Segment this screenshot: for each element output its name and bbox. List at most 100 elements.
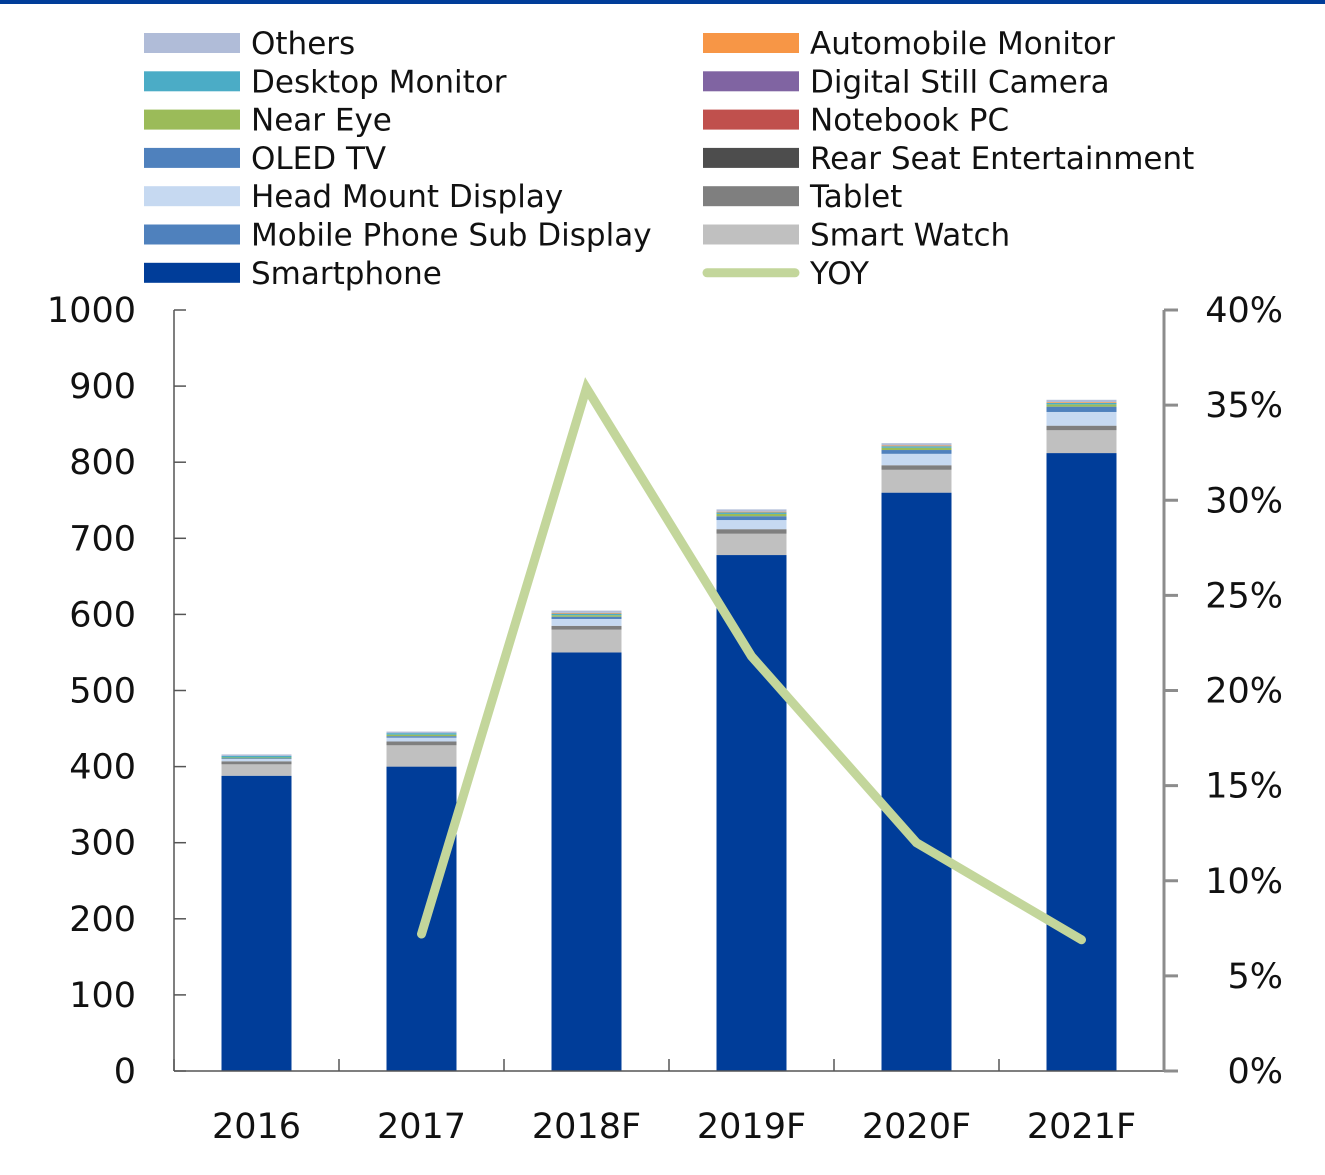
x-tick-label: 2018F (532, 1107, 641, 1147)
right-tick-label: 0% (1227, 1052, 1283, 1092)
bar-desktop-monitor-2016 (221, 755, 292, 758)
bar-oled-tv-2017 (386, 736, 457, 738)
legend-swatch-mobile-phone-sub-display (144, 224, 240, 245)
bar-oled-tv-2020f (881, 450, 952, 454)
bar-head-mount-display-2020f (881, 453, 952, 466)
bar-others-2020f (881, 443, 952, 446)
legend-label-tablet: Tablet (809, 179, 902, 215)
bar-smartphone-2021f (1046, 453, 1117, 1071)
yoy-line (417, 377, 1086, 945)
left-tick-label: 1000 (47, 291, 136, 331)
bar-oled-tv-2018f (551, 616, 622, 619)
bar-smart-watch-2019f (716, 533, 787, 556)
bar-automobile-monitor-2019f (716, 511, 787, 513)
bar-others-2017 (386, 731, 457, 734)
bar-oled-tv-2021f (1046, 406, 1117, 412)
left-tick-label: 0 (114, 1052, 136, 1092)
left-tick-label: 700 (69, 519, 136, 559)
legend-swatch-digital-still-camera (703, 71, 799, 92)
bar-smart-watch-2016 (221, 764, 292, 776)
bar-head-mount-display-2017 (386, 737, 457, 742)
legend-label-automobile-monitor: Automobile Monitor (810, 26, 1115, 62)
bar-smart-watch-2021f (1046, 430, 1117, 454)
bar-near-eye-2017 (386, 734, 457, 737)
top-rule (0, 0, 1325, 4)
bar-tablet-2021f (1046, 425, 1117, 431)
bar-head-mount-display-2018f (551, 618, 622, 626)
x-tick-label: 2021F (1027, 1107, 1136, 1147)
bar-tablet-2017 (386, 741, 457, 746)
right-tick-label: 15% (1205, 767, 1283, 807)
right-tick-label: 35% (1205, 386, 1283, 426)
legend-swatch-near-eye (144, 109, 240, 130)
bar-tablet-2020f (881, 465, 952, 470)
bar-automobile-monitor-2021f (1046, 402, 1117, 403)
left-tick-label: 900 (69, 367, 136, 407)
yoy-line-group (417, 377, 1086, 945)
bar-smart-watch-2018f (551, 629, 622, 653)
legend-swatch-others (144, 33, 240, 53)
bar-near-eye-2020f (881, 447, 952, 451)
bar-tablet-2018f (551, 625, 622, 630)
left-tick-label: 300 (69, 824, 136, 864)
bar-near-eye-2018f (551, 615, 622, 617)
bar-tablet-2019f (716, 529, 787, 534)
bar-smartphone-2016 (221, 775, 292, 1071)
bar-oled-tv-2016 (221, 758, 292, 759)
bar-others-2021f (1046, 399, 1117, 403)
left-tick-label: 500 (69, 672, 136, 712)
legend-swatch-desktop-monitor (144, 71, 240, 92)
bar-tablet-2016 (221, 761, 292, 765)
right-tick-label: 30% (1205, 481, 1283, 521)
axes: 0 100 200 300 400 500 600 700 800 900 1000 2016 2017… (47, 291, 1283, 1147)
legend-swatch-automobile-monitor (703, 33, 799, 53)
left-tick-label: 400 (69, 748, 136, 788)
bar-desktop-monitor-2020f (881, 446, 952, 448)
right-tick-label: 20% (1205, 672, 1283, 712)
legend-swatch-smartphone (144, 262, 240, 283)
bar-smart-watch-2017 (386, 745, 457, 767)
bar-near-eye-2019f (716, 513, 787, 517)
bar-near-eye-2021f (1046, 404, 1117, 407)
right-tick-label: 10% (1205, 862, 1283, 902)
legend-label-mobile-phone-sub-display: Mobile Phone Sub Display (251, 218, 652, 254)
legend-label-others: Others (251, 26, 355, 62)
legend-label-near-eye: Near Eye (251, 103, 392, 139)
bar-head-mount-display-2016 (221, 758, 292, 762)
bar-head-mount-display-2021f (1046, 411, 1117, 426)
bar-desktop-monitor-2017 (386, 733, 457, 735)
left-tick-label: 100 (69, 976, 136, 1016)
bar-desktop-monitor-2021f (1046, 402, 1117, 405)
bar-smartphone-2019f (716, 555, 787, 1071)
legend-label-head-mount-display: Head Mount Display (251, 179, 563, 215)
legend-swatch-smart-watch (703, 224, 799, 245)
legend-label-desktop-monitor: Desktop Monitor (251, 64, 507, 100)
bar-others-2018f (551, 610, 622, 613)
x-tick-label: 2017 (377, 1107, 466, 1147)
right-tick-label: 40% (1205, 291, 1283, 331)
bar-desktop-monitor-2018f (551, 613, 622, 616)
legend-label-yoy: YOY (809, 256, 869, 292)
bar-automobile-monitor-2018f (551, 612, 622, 614)
bar-automobile-monitor-2020f (881, 445, 952, 447)
left-tick-label: 600 (69, 595, 136, 635)
bar-others-2016 (221, 754, 292, 756)
legend-label-rear-seat-entertainment: Rear Seat Entertainment (810, 141, 1194, 177)
bar-others-2019f (716, 509, 787, 512)
legend-label-smartphone: Smartphone (251, 256, 442, 292)
legend-label-oled-tv: OLED TV (251, 141, 386, 177)
legend-swatch-notebook-pc (703, 109, 799, 130)
legend-label-digital-still-camera: Digital Still Camera (810, 64, 1110, 100)
bar-smartphone-2018f (551, 652, 622, 1071)
bar-near-eye-2016 (221, 757, 292, 759)
bar-smart-watch-2020f (881, 469, 952, 493)
legend-label-smart-watch: Smart Watch (810, 218, 1010, 254)
left-tick-label: 800 (69, 443, 136, 483)
left-tick-label: 200 (69, 900, 136, 940)
legend-swatch-rear-seat-entertainment (703, 147, 799, 168)
legend-swatch-head-mount-display (144, 186, 240, 207)
bar-oled-tv-2019f (716, 516, 787, 521)
right-tick-label: 25% (1205, 576, 1283, 616)
